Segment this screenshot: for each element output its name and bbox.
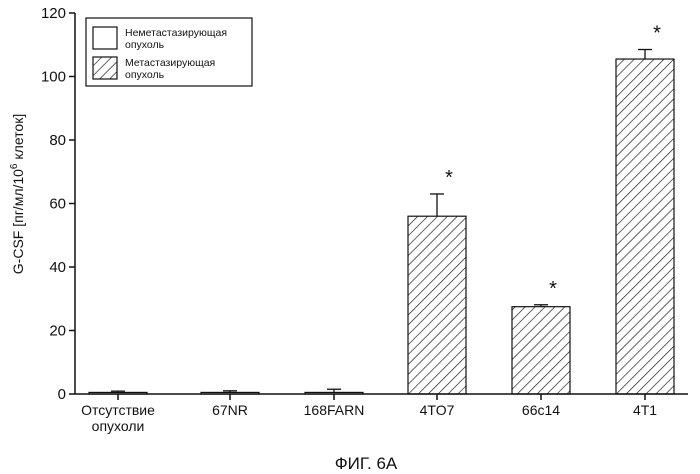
y-tick-label: 0 [58, 386, 66, 403]
significance-marker: * [445, 167, 453, 189]
y-tick-label: 40 [49, 259, 66, 276]
x-tick-label: 168FARN [304, 402, 365, 418]
x-tick-label: 4TO7 [420, 402, 455, 418]
bar [512, 307, 570, 394]
legend: НеметастазирующаяопухольМетастазирующаяо… [86, 18, 252, 86]
legend-swatch [93, 27, 117, 49]
x-tick-label: 67NR [212, 402, 248, 418]
significance-marker: * [549, 278, 557, 300]
y-tick-label: 80 [49, 132, 66, 149]
figure-caption: ФИГ. 6А [335, 454, 398, 473]
x-tick-label: Отсутствиеопухоли [81, 402, 155, 434]
x-tick-label: 4T1 [633, 402, 657, 418]
y-tick-label: 120 [41, 5, 66, 22]
y-tick-label: 60 [49, 196, 66, 213]
y-tick-label: 20 [49, 323, 66, 340]
bar [408, 216, 466, 394]
y-tick-label: 100 [41, 69, 66, 86]
bar [616, 59, 674, 394]
legend-swatch [93, 57, 117, 79]
x-tick-label: 66c14 [522, 402, 560, 418]
y-axis-label: G-CSF [пг/мл/106 клеток] [9, 114, 26, 274]
significance-marker: * [653, 23, 661, 45]
